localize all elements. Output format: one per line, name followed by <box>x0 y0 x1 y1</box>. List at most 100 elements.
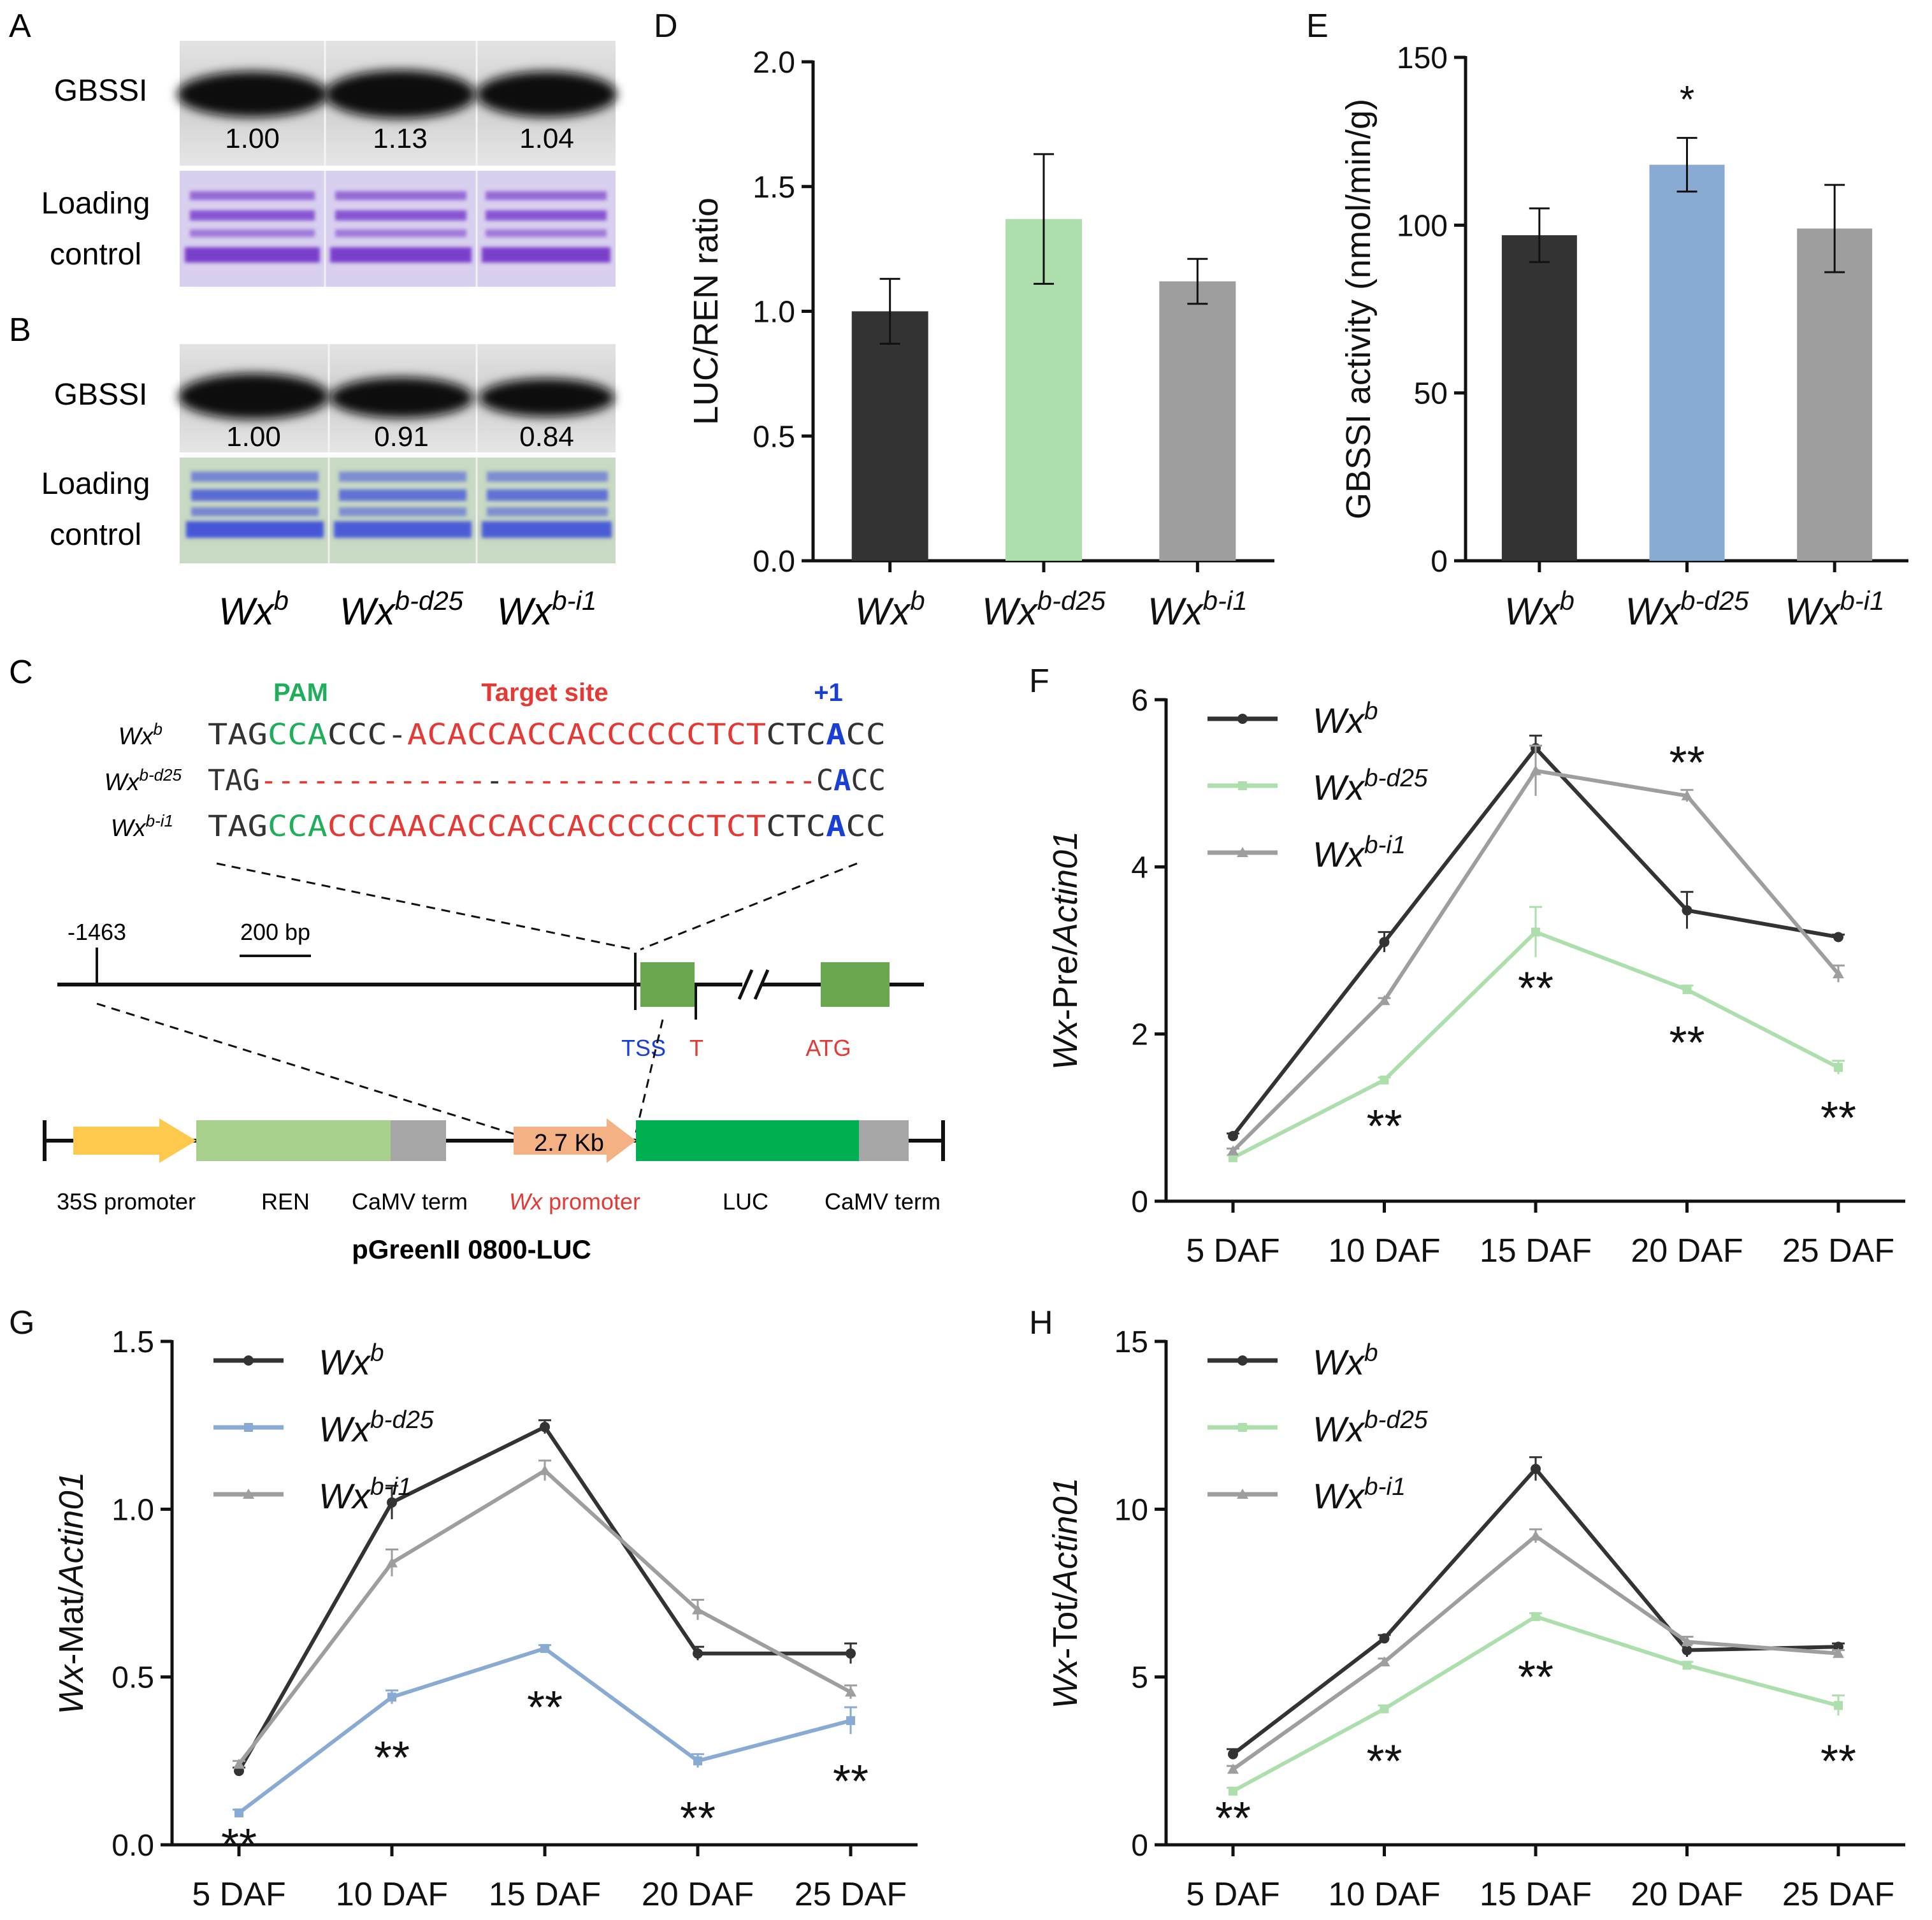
construct-label-term2: CaMV term <box>825 1188 941 1215</box>
gbssi-label-a: GBSSI <box>54 74 148 108</box>
data-point-g-1-3 <box>693 1756 702 1766</box>
band-b-3 <box>479 379 614 417</box>
y-tick-label-d-4: 2.0 <box>753 46 795 80</box>
panel-a: A GBSSI 1.00 1.13 1.04 Loading control <box>9 8 617 287</box>
panel-b: B GBSSI 1.00 0.91 0.84 Loading control <box>9 312 616 633</box>
legend-label-f-2: Wxb-i1 <box>1313 832 1406 875</box>
data-point-f-0-3 <box>1682 905 1692 916</box>
promoter-dash-left <box>96 1002 536 1142</box>
y-tick-label-h-1: 5 <box>1131 1661 1148 1695</box>
blot-a-value-1: 1.00 <box>225 123 280 154</box>
y-axis-label-h: Wx-Tot/Actin01 <box>1046 1477 1085 1708</box>
legend-marker-g-0 <box>243 1355 254 1366</box>
significance-h-1: ** <box>1366 1736 1402 1787</box>
significance-g-1: ** <box>374 1733 410 1784</box>
panel-letter-e: E <box>1306 8 1329 45</box>
y-tick-label-e-3: 150 <box>1397 41 1448 75</box>
data-point-g-1-0 <box>234 1808 243 1817</box>
y-tick-label-f-3: 6 <box>1131 684 1148 718</box>
construct-label-term1: CaMV term <box>352 1188 468 1215</box>
y-tick-label-e-0: 0 <box>1431 545 1448 579</box>
data-point-f-0-4 <box>1833 932 1843 942</box>
y-axis-label-e: GBSSI activity (nmol/min/g) <box>1339 99 1378 519</box>
tss-label: TSS <box>621 1035 666 1061</box>
blot-b-value-3: 0.84 <box>519 421 574 452</box>
x-tick-label-g-4: 25 DAF <box>795 1876 907 1913</box>
y-axis-label-d: LUC/REN ratio <box>687 198 725 425</box>
y-tick-label-d-0: 0.0 <box>753 545 795 579</box>
y-tick-label-g-0: 0.0 <box>112 1829 154 1863</box>
band-a-1 <box>177 71 328 117</box>
data-point-f-1-2 <box>1531 927 1540 937</box>
x-tick-label-h-3: 20 DAF <box>1631 1876 1743 1913</box>
legend-label-h-2: Wxb-i1 <box>1313 1473 1406 1517</box>
data-point-h-1-0 <box>1229 1786 1237 1796</box>
sequence-alignment: Wxb Wxb-d25 Wxb-i1 TAG CCA CCC- ACACCACCACC… <box>105 718 886 843</box>
data-point-g-1-4 <box>846 1716 855 1726</box>
y-tick-label-d-3: 1.5 <box>753 171 795 205</box>
plus1-label: +1 <box>814 679 843 707</box>
panel-letter-g: G <box>9 1304 34 1341</box>
data-point-f-2-4 <box>1833 968 1844 979</box>
genotype-label-ab-2: Wxb-d25 <box>340 586 464 633</box>
series-line-f-2 <box>1231 769 1840 1153</box>
gel-b <box>180 458 616 563</box>
data-point-h-0-3 <box>1682 1645 1692 1656</box>
seq-row-2: TAG--------------------------------CACC <box>208 763 886 797</box>
data-point-h-1-3 <box>1682 1661 1692 1670</box>
data-point-h-2-1 <box>1378 1656 1390 1666</box>
bar-e-0 <box>1501 235 1577 561</box>
legend-marker-g-2 <box>243 1489 254 1499</box>
zoom-line-left <box>216 862 635 951</box>
data-point-h-0-2 <box>1531 1464 1541 1475</box>
data-point-g-1-2 <box>540 1643 549 1653</box>
x-tick-label-d-1: Wxb-d25 <box>982 586 1106 633</box>
zoom-line-right <box>640 862 858 951</box>
wx-promoter-arrow <box>514 1118 636 1163</box>
y-tick-label-h-3: 15 <box>1114 1325 1148 1359</box>
y-tick-label-f-1: 2 <box>1131 1018 1148 1052</box>
atg-label: ATG <box>805 1035 851 1061</box>
x-tick-label-f-4: 25 DAF <box>1782 1232 1894 1269</box>
genotype-label-ab-3: Wxb-i1 <box>497 586 597 633</box>
gbssi-label-b: GBSSI <box>54 378 148 412</box>
significance-f-0: ** <box>1366 1101 1402 1152</box>
panel-letter-c: C <box>9 654 33 691</box>
data-point-h-2-3 <box>1681 1636 1693 1647</box>
x-tick-label-d-0: Wxb <box>855 586 925 633</box>
genotype-label-ab-1: Wxb <box>219 586 289 633</box>
chart-panel-h: H 0 5 10 15 Wx-Tot/Actin01 5 DAF 10 DAF 15 DAF 20… <box>1029 1304 1905 1913</box>
x-tick-label-g-1: 10 DAF <box>336 1876 448 1913</box>
legend-marker-h-1 <box>1238 1423 1247 1432</box>
data-point-f-1-1 <box>1380 1075 1389 1085</box>
bar-d-0 <box>851 311 928 561</box>
legend-marker-f-1 <box>1238 781 1247 790</box>
y-tick-label-d-1: 0.5 <box>753 420 795 454</box>
x-tick-label-g-2: 15 DAF <box>489 1876 601 1913</box>
legend-marker-h-0 <box>1237 1355 1248 1366</box>
data-point-h-1-1 <box>1380 1704 1389 1714</box>
panel-letter-h: H <box>1029 1304 1053 1341</box>
seq-name-1: Wxb <box>119 719 162 750</box>
y-tick-label-e-1: 50 <box>1414 377 1448 411</box>
data-point-h-1-2 <box>1531 1612 1540 1621</box>
data-point-g-1-1 <box>387 1693 396 1702</box>
significance-h-3: ** <box>1820 1736 1856 1787</box>
construct-map: 2.7 Kb 35S promoter REN CaMV term Wx pro… <box>43 1118 945 1264</box>
data-point-f-1-4 <box>1834 1063 1843 1072</box>
x-tick-label-f-3: 20 DAF <box>1631 1232 1743 1269</box>
significance-g-0: ** <box>221 1820 257 1871</box>
panel-letter-d: D <box>654 8 678 45</box>
x-tick-label-e-2: Wxb-i1 <box>1785 586 1885 633</box>
legend-label-g-0: Wxb <box>319 1339 384 1383</box>
bar-e-1 <box>1649 164 1725 561</box>
chart-panel-f: F 0 2 4 6 Wx-Pre/Actin01 5 DAF 10 DAF 15 DAF 20 D… <box>1029 663 1905 1269</box>
t-label: T <box>689 1035 703 1061</box>
x-tick-label-d-2: Wxb-i1 <box>1148 586 1248 633</box>
significance-g-3: ** <box>680 1793 716 1844</box>
legend-label-g-1: Wxb-d25 <box>319 1406 434 1450</box>
construct-label-luc: LUC <box>723 1188 768 1215</box>
gene-structure: -1463 200 bp TSS T ATG <box>57 919 924 1061</box>
band-b-1 <box>178 373 329 419</box>
seq-name-2: Wxb-d25 <box>105 765 182 796</box>
